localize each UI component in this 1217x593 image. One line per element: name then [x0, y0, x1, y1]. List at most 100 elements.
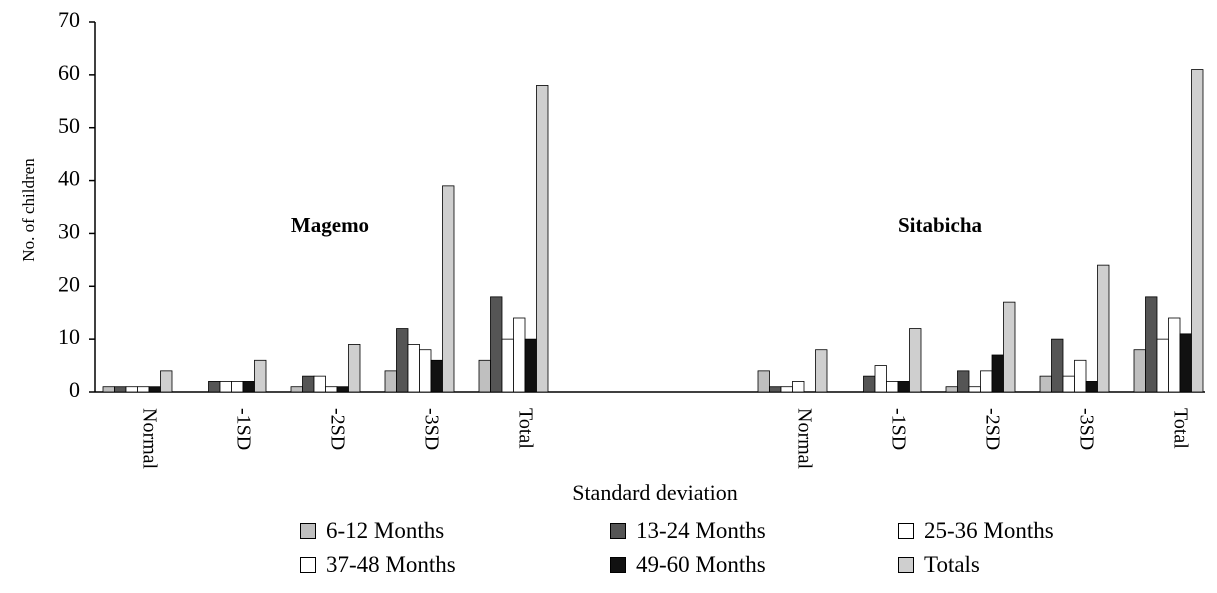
- bar-37-48-months: [137, 386, 150, 393]
- bar-13-24-months: [1051, 338, 1064, 393]
- y-axis-ticks: 0 10 20 30 40 50 60 70: [58, 7, 95, 402]
- bar-25-36-months: [1156, 338, 1169, 393]
- bar-49-60-months: [991, 354, 1004, 393]
- bar-49-60-months: [430, 359, 443, 393]
- bar-totals: [815, 349, 828, 393]
- y-tick-label: 10: [58, 324, 80, 349]
- bar-13-24-months: [302, 375, 315, 393]
- bar-13-24-months: [396, 328, 409, 393]
- category-label: -3SD: [420, 408, 442, 450]
- bar-totals: [348, 344, 361, 393]
- bar-37-48-months: [513, 317, 526, 393]
- bar-13-24-months: [490, 296, 503, 393]
- bar-37-48-months: [231, 381, 244, 393]
- bar-37-48-months: [419, 349, 432, 393]
- bar-6-12-months: [1133, 349, 1146, 393]
- y-tick-label: 0: [69, 377, 80, 402]
- legend-swatch: [610, 557, 626, 573]
- bar-6-12-months: [290, 386, 303, 393]
- legend-item: 25-36 Months: [898, 518, 1054, 544]
- bars: [102, 69, 1204, 393]
- bar-13-24-months: [957, 370, 970, 393]
- category-label: Total: [1169, 408, 1191, 449]
- bar-25-36-months: [219, 381, 232, 393]
- y-tick-label: 60: [58, 60, 80, 85]
- group-title: Magemo: [291, 213, 369, 237]
- bar-49-60-months: [148, 386, 161, 393]
- bar-49-60-months: [1085, 381, 1098, 393]
- y-tick-label: 70: [58, 7, 80, 32]
- legend-item: 6-12 Months: [300, 518, 444, 544]
- legend-item: 49-60 Months: [610, 552, 766, 578]
- legend-label: 6-12 Months: [326, 518, 445, 543]
- bar-25-36-months: [125, 386, 138, 393]
- bar-totals: [909, 328, 922, 393]
- bar-25-36-months: [874, 365, 887, 393]
- category-label: -2SD: [981, 408, 1003, 450]
- group-title: Sitabicha: [898, 213, 983, 237]
- bar-49-60-months: [524, 338, 537, 393]
- category-label: Normal: [793, 408, 815, 470]
- legend-swatch: [898, 557, 914, 573]
- bar-37-48-months: [980, 370, 993, 393]
- bar-totals: [160, 370, 173, 393]
- category-label: -2SD: [326, 408, 348, 450]
- legend-label: 13-24 Months: [636, 518, 766, 543]
- category-label: -3SD: [1075, 408, 1097, 450]
- legend-swatch: [610, 523, 626, 539]
- y-tick-label: 30: [58, 218, 80, 243]
- bar-49-60-months: [1179, 333, 1192, 393]
- y-axis-title: No. of children: [19, 158, 38, 262]
- bar-6-12-months: [1039, 375, 1052, 393]
- bar-37-48-months: [1074, 359, 1087, 393]
- bar-49-60-months: [897, 381, 910, 393]
- bar-25-36-months: [968, 386, 981, 393]
- bar-totals: [536, 85, 549, 393]
- legend-swatch: [898, 523, 914, 539]
- y-tick-label: 50: [58, 113, 80, 138]
- y-tick-label: 40: [58, 166, 80, 191]
- x-axis-title: Standard deviation: [572, 480, 738, 505]
- bar-25-36-months: [407, 344, 420, 393]
- legend-item: 13-24 Months: [610, 518, 766, 544]
- bar-totals: [254, 359, 267, 393]
- category-label: -1SD: [887, 408, 909, 450]
- legend-item: Totals: [898, 552, 980, 578]
- bar-6-12-months: [757, 370, 770, 393]
- bar-totals: [1097, 264, 1110, 393]
- bar-6-12-months: [384, 370, 397, 393]
- legend-item: 37-48 Months: [300, 552, 456, 578]
- category-label: Normal: [138, 408, 160, 470]
- bar-totals: [1003, 301, 1016, 393]
- bar-totals: [442, 185, 455, 393]
- bar-25-36-months: [1062, 375, 1075, 393]
- bar-37-48-months: [886, 381, 899, 393]
- category-label: Total: [514, 408, 536, 449]
- bar-49-60-months: [336, 386, 349, 393]
- legend-label: 49-60 Months: [636, 552, 766, 577]
- bar-6-12-months: [478, 359, 491, 393]
- legend: 6-12 Months 13-24 Months 25-36 Months 37-48…: [0, 512, 1217, 592]
- category-labels: Normal -1SD -2SD -3SD Total Normal -1SD -2SD -3S…: [138, 408, 1191, 470]
- legend-swatch: [300, 557, 316, 573]
- bar-37-48-months: [1168, 317, 1181, 393]
- legend-swatch: [300, 523, 316, 539]
- legend-label: Totals: [924, 552, 980, 577]
- y-tick-label: 20: [58, 271, 80, 296]
- category-label: -1SD: [232, 408, 254, 450]
- bar-6-12-months: [102, 386, 115, 393]
- bar-13-24-months: [114, 386, 127, 393]
- bar-37-48-months: [325, 386, 338, 393]
- bar-totals: [1191, 69, 1204, 393]
- bar-25-36-months: [501, 338, 514, 393]
- group-titles: Magemo Sitabicha: [291, 213, 983, 237]
- bar-13-24-months: [1145, 296, 1158, 393]
- bar-6-12-months: [945, 386, 958, 393]
- bar-37-48-months: [792, 381, 805, 393]
- bar-13-24-months: [208, 381, 221, 393]
- bar-25-36-months: [313, 375, 326, 393]
- legend-label: 37-48 Months: [326, 552, 456, 577]
- legend-label: 25-36 Months: [924, 518, 1054, 543]
- bar-13-24-months: [863, 375, 876, 393]
